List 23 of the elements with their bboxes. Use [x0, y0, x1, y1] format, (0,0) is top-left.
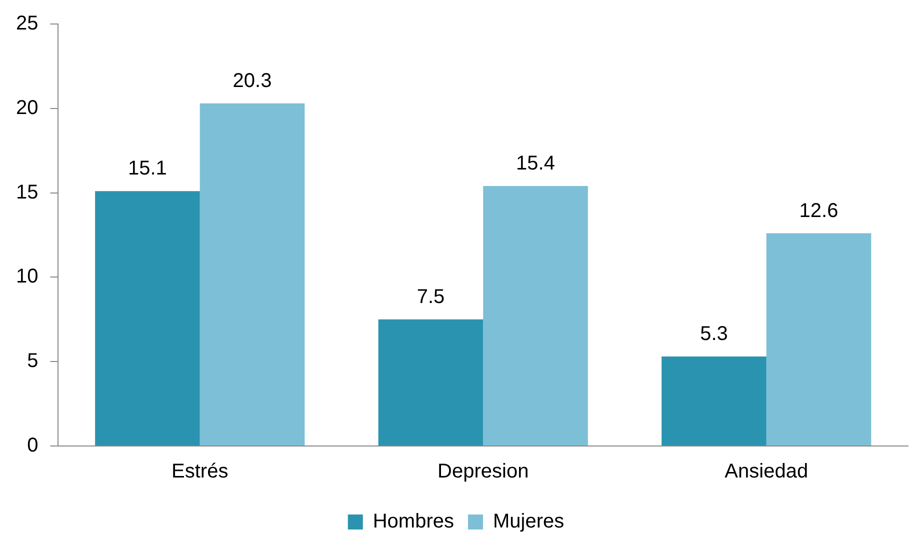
- data-label: 15.1: [128, 158, 167, 180]
- data-label: 20.3: [232, 70, 272, 92]
- legend-label: Hombres: [372, 510, 454, 533]
- x-tick-label: Ansiedad: [724, 460, 808, 483]
- y-tick-label: 25: [16, 12, 38, 35]
- y-tick-label: 10: [16, 266, 38, 288]
- bar: [378, 319, 484, 446]
- data-label: 12.6: [799, 200, 838, 222]
- legend-label: Mujeres: [493, 510, 564, 533]
- x-tick-label: Estrés: [172, 460, 228, 483]
- y-tick-label: 5: [27, 350, 38, 372]
- bar: [766, 233, 872, 446]
- bar: [483, 186, 588, 446]
- data-label: 7.5: [416, 286, 445, 308]
- data-label: 15.4: [516, 152, 555, 175]
- data-label: 5.3: [700, 323, 728, 346]
- y-tick-label: 0: [27, 434, 38, 457]
- y-tick-label: 20: [16, 96, 38, 119]
- y-tick-label: 15: [16, 181, 38, 204]
- bar: [95, 191, 200, 446]
- bar: [662, 356, 766, 446]
- bar: [200, 103, 305, 446]
- x-tick-label: Depresion: [438, 460, 529, 483]
